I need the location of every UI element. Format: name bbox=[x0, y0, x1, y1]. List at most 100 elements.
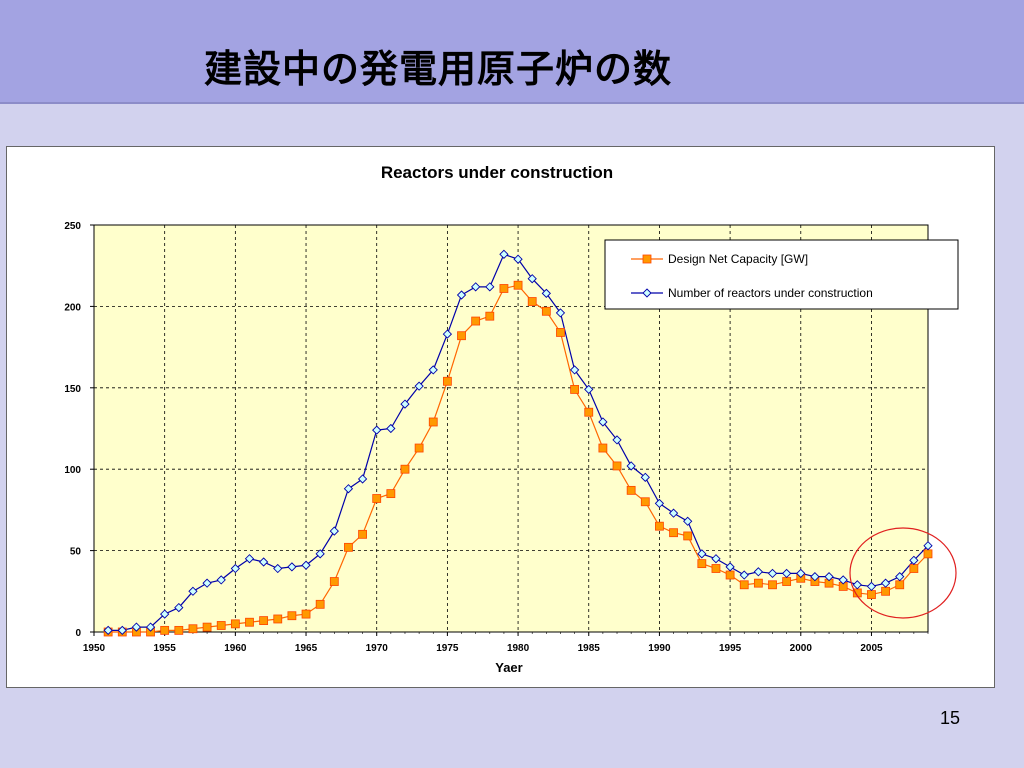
capacity-point bbox=[386, 489, 396, 499]
reactor-count-point bbox=[824, 572, 834, 582]
capacity-point bbox=[230, 619, 240, 629]
reactor-count-point bbox=[654, 498, 665, 509]
reactor-count-point bbox=[796, 568, 806, 579]
reactor-count-point bbox=[386, 423, 396, 434]
highlight-circle bbox=[849, 527, 957, 619]
reactor-count-point bbox=[683, 516, 693, 526]
reactor-count-point bbox=[555, 308, 566, 318]
capacity-point bbox=[711, 564, 721, 573]
legend-marker-reactors bbox=[642, 288, 652, 298]
capacity-point bbox=[442, 376, 452, 386]
slide-title: 建設中の発電用原子炉の数 bbox=[204, 47, 673, 91]
capacity-point bbox=[245, 617, 254, 627]
x-tick-label: 2000 bbox=[790, 643, 813, 654]
reactor-count-point bbox=[287, 562, 297, 572]
x-tick-label: 1955 bbox=[154, 643, 177, 654]
legend: Design Net Capacity [GW] Number of react… bbox=[604, 239, 959, 310]
x-tick-label: 2005 bbox=[860, 643, 883, 654]
reactor-count-point bbox=[258, 557, 269, 567]
capacity-point bbox=[400, 464, 410, 474]
axis-ticks: 1950 1955 1960 1965 1970 1975 1980 1985 1990 1995… bbox=[64, 221, 929, 654]
x-tick-label: 1950 bbox=[83, 643, 106, 654]
reactor-count-point bbox=[782, 568, 792, 579]
reactor-count-point bbox=[456, 290, 467, 300]
capacity-point bbox=[471, 316, 481, 326]
reactor-count-point bbox=[527, 274, 537, 284]
reactor-count-point bbox=[640, 472, 650, 482]
capacity-point bbox=[669, 528, 678, 538]
reactor-count-point bbox=[541, 288, 551, 299]
capacity-point bbox=[725, 570, 735, 580]
capacity-point bbox=[655, 521, 664, 531]
reactor-count-point bbox=[711, 554, 721, 564]
legend-label-capacity: Design Net Capacity [GW] bbox=[668, 252, 808, 266]
capacity-point bbox=[697, 559, 707, 569]
series-markers bbox=[103, 249, 933, 637]
reactor-count-point bbox=[202, 578, 212, 588]
reactor-count-point bbox=[160, 609, 170, 619]
capacity-point bbox=[202, 622, 212, 632]
capacity-point bbox=[923, 549, 933, 559]
reactor-count-point bbox=[145, 622, 156, 632]
capacity-point bbox=[626, 485, 636, 495]
capacity-point bbox=[881, 586, 890, 596]
reactor-count-point bbox=[909, 555, 919, 566]
capacity-point bbox=[301, 609, 311, 619]
reactor-count-point bbox=[598, 417, 608, 427]
reactor-count-point bbox=[273, 563, 283, 574]
reactor-count-point bbox=[584, 384, 594, 395]
reactor-count-point bbox=[767, 568, 778, 579]
reactor-count-point bbox=[923, 541, 933, 551]
reactor-count-point bbox=[357, 474, 368, 484]
chart-title: Reactors under construction bbox=[381, 163, 613, 182]
capacity-point bbox=[909, 564, 919, 573]
capacity-point bbox=[768, 580, 777, 590]
reactor-count-point bbox=[697, 549, 707, 559]
x-axis-label: Yaer bbox=[495, 660, 522, 675]
reactor-count-point bbox=[414, 381, 424, 391]
capacity-point bbox=[329, 577, 339, 586]
reactor-count-point bbox=[131, 622, 142, 632]
legend-marker-capacity bbox=[642, 254, 652, 264]
capacity-point bbox=[188, 624, 198, 634]
capacity-point bbox=[259, 616, 269, 626]
capacity-point bbox=[527, 297, 537, 306]
x-tick-label: 1980 bbox=[507, 643, 530, 654]
reactor-count-point bbox=[442, 329, 453, 339]
y-tick-label: 250 bbox=[64, 221, 81, 232]
capacity-point bbox=[584, 407, 594, 417]
reactor-count-point bbox=[810, 572, 820, 582]
capacity-point bbox=[344, 542, 353, 552]
line-chart: Reactors under construction 1950 1955 1960… bbox=[64, 163, 959, 675]
capacity-point bbox=[160, 625, 170, 635]
x-tick-label: 1975 bbox=[436, 643, 459, 654]
reactor-count-point bbox=[103, 625, 113, 636]
reactor-count-point bbox=[739, 570, 749, 580]
y-tick-label: 200 bbox=[64, 302, 81, 313]
capacity-point bbox=[457, 331, 466, 341]
reactor-count-point bbox=[372, 425, 382, 435]
capacity-point bbox=[640, 497, 650, 507]
reactor-count-point bbox=[343, 484, 354, 494]
reactor-count-point bbox=[188, 586, 198, 596]
reactor-count-point bbox=[499, 249, 509, 259]
reactor-count-point bbox=[852, 580, 862, 590]
chart-frame: Reactors under construction 1950 1955 1960… bbox=[6, 146, 995, 688]
capacity-point bbox=[273, 614, 283, 624]
y-tick-label: 50 bbox=[70, 547, 82, 558]
capacity-point bbox=[428, 417, 438, 427]
reactor-count-point bbox=[400, 399, 410, 409]
y-tick-label: 0 bbox=[75, 628, 81, 639]
capacity-point bbox=[485, 311, 495, 321]
x-tick-label: 1985 bbox=[578, 643, 601, 654]
reactor-count-point bbox=[329, 526, 339, 536]
reactor-count-point bbox=[895, 572, 905, 582]
reactor-count-point bbox=[471, 282, 481, 292]
capacity-point bbox=[683, 531, 693, 541]
legend-label-reactors: Number of reactors under construction bbox=[668, 286, 873, 300]
capacity-point bbox=[782, 577, 792, 586]
capacity-point bbox=[358, 529, 367, 539]
capacity-point bbox=[570, 385, 580, 394]
capacity-point bbox=[867, 590, 876, 599]
capacity-point bbox=[216, 621, 226, 630]
